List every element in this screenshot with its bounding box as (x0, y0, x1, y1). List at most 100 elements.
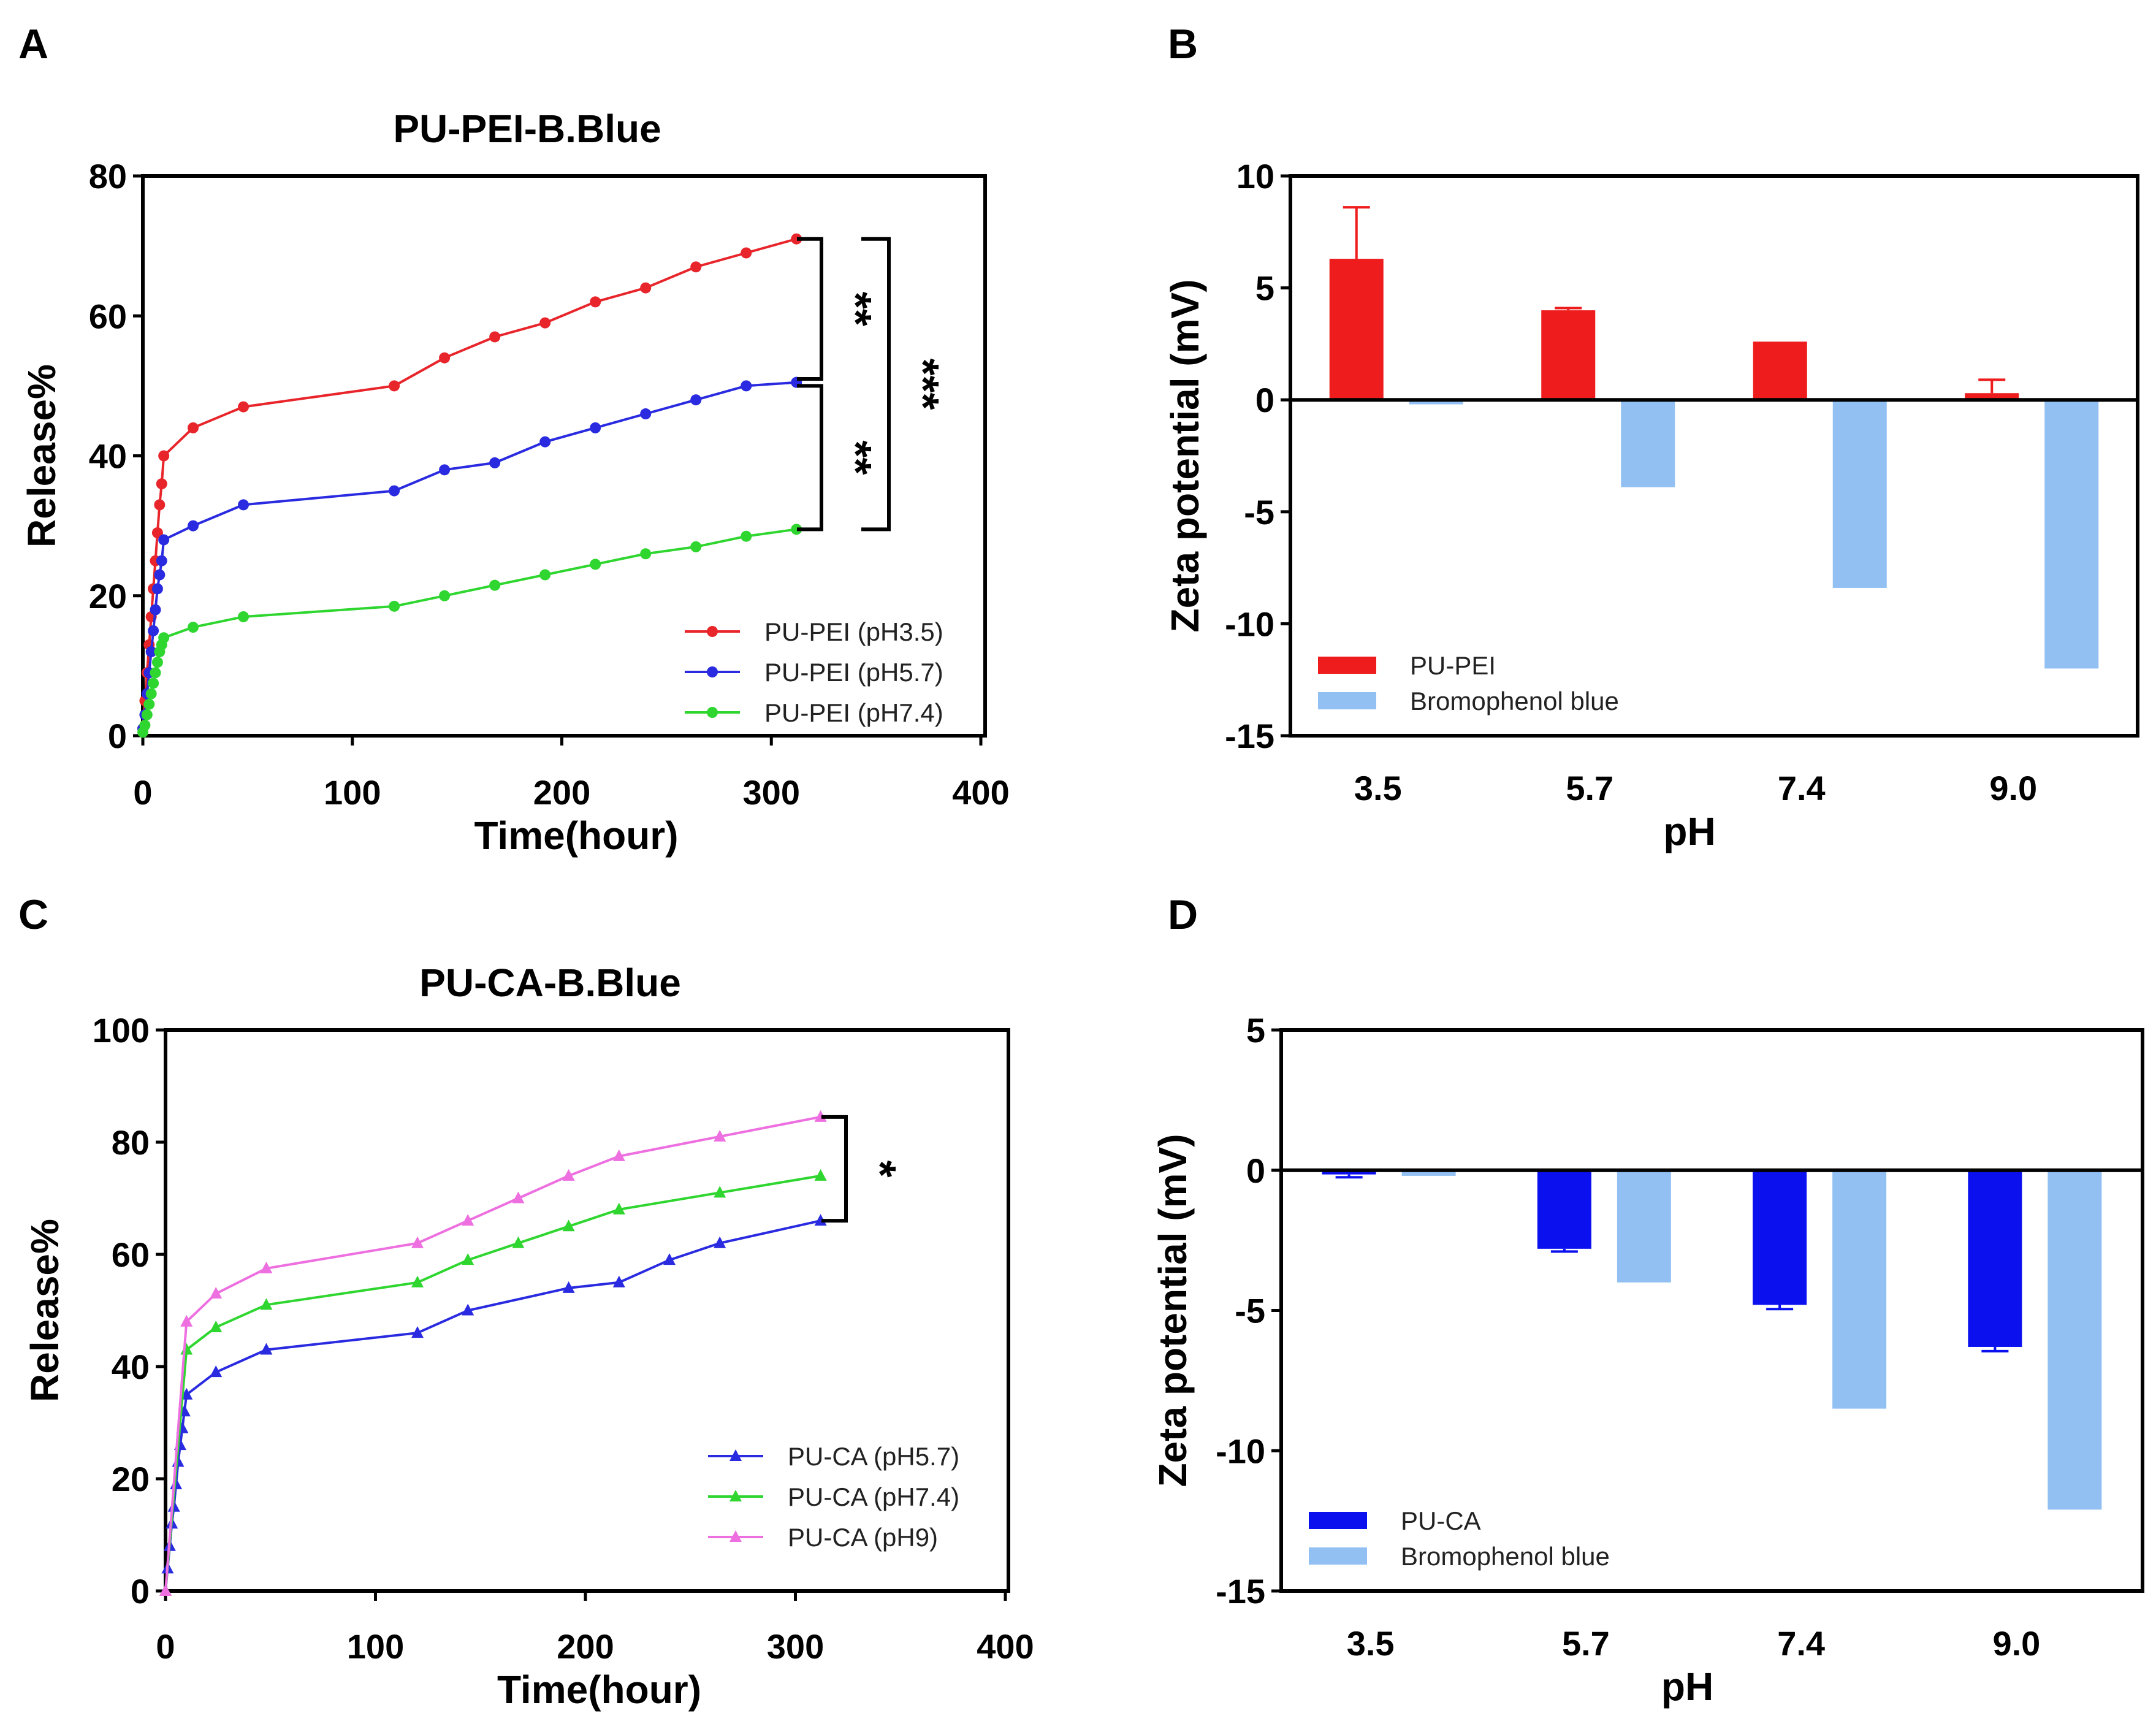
data-point (590, 559, 601, 570)
data-point (141, 709, 153, 720)
data-point (188, 520, 199, 532)
data-point (158, 534, 170, 546)
significance-label: * (855, 1160, 904, 1177)
data-point (238, 499, 250, 511)
bar (1832, 400, 1887, 588)
significance-label: ** (831, 440, 880, 475)
series-line (142, 237, 797, 729)
data-point (159, 1584, 172, 1596)
data-point (690, 541, 702, 552)
data-point (814, 1169, 827, 1181)
bar (1753, 341, 1807, 400)
data-point (612, 1275, 625, 1287)
data-point (145, 646, 157, 658)
y-tick-label: 10 (1236, 157, 1274, 196)
y-tick-label: 40 (89, 437, 127, 476)
data-point (210, 1365, 223, 1378)
x-tick-label: 9.0 (1992, 1624, 2040, 1663)
data-point (238, 611, 250, 622)
y-tick-label: 0 (1246, 1151, 1265, 1190)
bar (2044, 400, 2099, 669)
y-tick-label: -15 (1225, 717, 1274, 755)
data-point (210, 1287, 223, 1299)
data-point (640, 282, 652, 294)
data-point (260, 1298, 273, 1310)
data-point (791, 233, 802, 245)
data-point (411, 1275, 424, 1287)
series-line (142, 381, 797, 729)
legend-marker (707, 707, 718, 718)
data-point (741, 247, 752, 259)
legend-marker (707, 626, 718, 637)
chart-panel-b: 3.5 5.7 7.4 9.0 -15 -10 -5 0 5 10 pH Zeta potential… (1163, 157, 2139, 853)
data-point (260, 1343, 273, 1355)
data-point (151, 583, 163, 595)
bar (1329, 259, 1384, 400)
y-tick-label: -15 (1216, 1572, 1265, 1611)
significance-label: *** (898, 358, 947, 410)
chart-title-a: PU-PEI-B.Blue (393, 107, 661, 151)
x-tick-label: 300 (743, 773, 800, 812)
y-axis-label-b: Zeta potential (mV) (1163, 279, 1207, 632)
data-point (512, 1236, 525, 1248)
data-point (439, 464, 451, 476)
data-point (714, 1129, 726, 1142)
data-point (145, 688, 157, 700)
data-point (612, 1149, 625, 1161)
y-tick-label: -10 (1216, 1432, 1265, 1470)
data-point (714, 1236, 726, 1248)
chart-panel-a: PU-PEI-B.Blue 0 20 40 60 80 0 100 200 300 400 Time(… (20, 107, 1010, 858)
y-axis-label-d: Zeta potential (mV) (1151, 1134, 1195, 1487)
y-axis-label-c: Release% (23, 1219, 67, 1402)
y-tick-label: -10 (1225, 605, 1274, 643)
legend-label: PU-CA (pH5.7) (788, 1442, 959, 1471)
bar (1409, 400, 1463, 405)
bar (2047, 1170, 2102, 1510)
data-point (562, 1281, 575, 1293)
legend-marker (729, 1530, 742, 1542)
data-point (462, 1214, 474, 1226)
significance-bracket (797, 237, 823, 381)
x-tick-label: 5.7 (1562, 1624, 1610, 1663)
data-point (150, 667, 161, 679)
legend-label: PU-CA (pH7.4) (788, 1482, 959, 1511)
data-point (539, 436, 551, 448)
x-tick-label: 0 (156, 1627, 175, 1666)
data-point (411, 1326, 424, 1338)
data-point (612, 1202, 625, 1215)
panel-label-c: C (18, 891, 48, 938)
x-tick-label: 200 (533, 773, 590, 812)
data-point (154, 569, 166, 581)
data-point (640, 408, 652, 420)
data-point (260, 1261, 273, 1273)
data-point (158, 450, 170, 462)
data-point (741, 530, 752, 542)
y-tick-label: 0 (1255, 381, 1274, 419)
data-point (439, 352, 451, 364)
legend-marker (729, 1490, 742, 1501)
y-tick-label: 5 (1246, 1011, 1265, 1050)
data-point (690, 394, 702, 406)
legend-label: PU-PEI (pH7.4) (764, 698, 943, 727)
x-tick-label: 300 (767, 1627, 824, 1666)
data-point (741, 380, 752, 392)
bar (1832, 1170, 1887, 1409)
x-tick-label: 5.7 (1566, 769, 1613, 807)
legend-label: PU-PEI (pH3.5) (764, 617, 943, 646)
legend-label: PU-PEI (pH5.7) (764, 658, 943, 687)
panel-label-b: B (1168, 21, 1198, 67)
bar (1965, 393, 2019, 400)
chart-panel-c: PU-CA-B.Blue 0 20 40 60 80 100 0 100 200 300 400 Tim… (23, 961, 1034, 1712)
significance-bracket (861, 237, 891, 532)
data-point (590, 422, 601, 433)
legend-swatch (1309, 1512, 1367, 1529)
legend-label: PU-CA (pH9) (788, 1523, 938, 1552)
legend-label: Bromophenol blue (1401, 1542, 1610, 1571)
x-tick-label: 9.0 (1989, 769, 2037, 807)
y-tick-label: -5 (1244, 493, 1274, 532)
data-point (590, 296, 601, 308)
y-tick-label: 80 (112, 1123, 150, 1162)
y-tick-label: 100 (93, 1011, 150, 1050)
data-point (539, 317, 551, 329)
data-point (439, 590, 451, 601)
